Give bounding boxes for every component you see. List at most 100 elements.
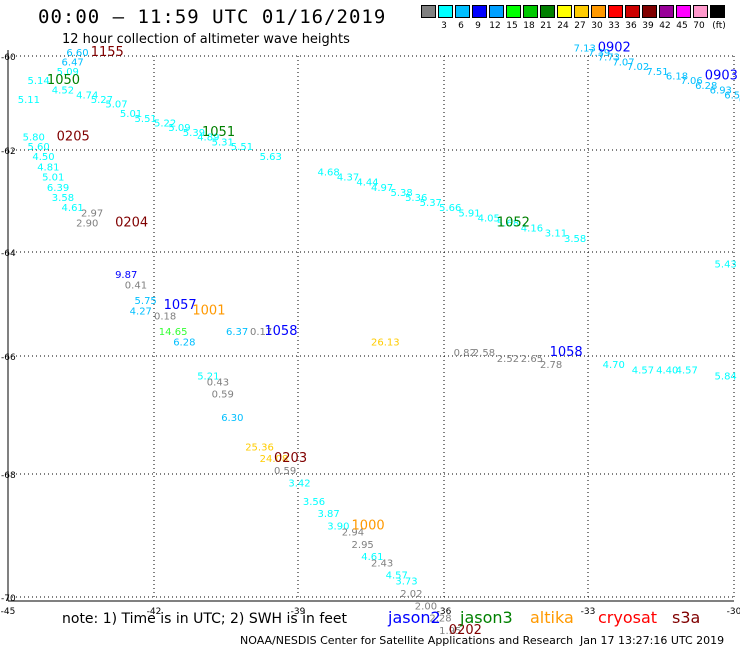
swh-value-label: 6.37: [226, 327, 248, 338]
swh-value-label: 4.44: [356, 178, 378, 189]
pass-time-label: 0902: [598, 40, 631, 55]
legend-swatch: [489, 5, 504, 18]
swh-value-label: 0.82: [454, 348, 476, 359]
swh-value-label: 5.63: [260, 152, 282, 163]
page-title: 00:00 – 11:59 UTC 01/16/2019: [38, 6, 387, 28]
swh-value-label: 24.08: [260, 454, 289, 465]
swh-value-label: 4.74: [76, 90, 98, 101]
swh-value-label: 5.51: [135, 114, 157, 125]
lat-tick-label: -68: [1, 471, 16, 481]
legend-label: 39: [642, 21, 654, 31]
footer-note: note: 1) Time is in UTC; 2) SWH is in fe…: [62, 611, 348, 627]
swh-value-label: 0.59: [274, 466, 296, 477]
legend-swatch: [676, 5, 691, 18]
satellite-jason3: jason3: [460, 608, 513, 627]
pass-time-label: 1155: [91, 45, 124, 60]
lat-tick-label: -64: [1, 249, 16, 259]
swh-value-label: 4.16: [521, 224, 543, 235]
swh-value-label: 0.59: [212, 389, 234, 400]
swh-value-label: 5.01: [120, 109, 142, 120]
swh-value-label: 4.97: [371, 183, 393, 194]
pass-time-label: 0204: [115, 216, 148, 231]
swh-value-label: 2.52: [497, 354, 519, 365]
legend-label: 27: [574, 21, 586, 31]
swh-value-label: 2.94: [342, 528, 364, 539]
legend-swatch: [506, 5, 521, 18]
swh-value-label: 4.37: [337, 173, 359, 184]
swh-value-label: 5.37: [420, 198, 442, 209]
swh-value-label: 0.17: [250, 327, 272, 338]
pass-time-label: 1051: [202, 125, 235, 140]
swh-value-label: 4.27: [130, 306, 152, 317]
swh-value-label: 4.05: [478, 213, 500, 224]
swh-value-label: 4.40: [656, 366, 678, 377]
swh-value-label: 6.60: [66, 48, 88, 59]
swh-value-label: 4.57: [632, 366, 654, 377]
swh-value-label: 7.73: [598, 53, 620, 64]
swh-value-label: 3.87: [317, 509, 339, 520]
swh-value-label: 5.09: [168, 123, 190, 134]
swh-value-label: 3.42: [288, 478, 310, 489]
swh-value-label: 5.51: [231, 142, 253, 153]
swh-value-label: 6.30: [221, 413, 243, 424]
legend-label: 45: [676, 21, 688, 31]
swh-value-label: 4.89: [197, 133, 219, 144]
swh-value-label: 7.07: [612, 57, 634, 68]
swh-value-label: 0.43: [207, 378, 229, 389]
pass-time-label: 0903: [705, 69, 738, 84]
pass-time-label: 1050: [47, 73, 80, 88]
swh-value-label: 7.06: [680, 76, 702, 87]
swh-value-label: 6.39: [47, 183, 69, 194]
swh-value-label: 0.18: [154, 312, 176, 323]
pass-time-label: 1057: [164, 298, 197, 313]
legend-label: 21: [540, 21, 552, 31]
legend-swatch: [608, 5, 623, 18]
swh-value-label: 7.39: [588, 48, 610, 59]
swh-value-label: 5.38: [390, 188, 412, 199]
swh-value-label: 5.27: [91, 95, 113, 106]
swh-value-label: 2.02: [400, 589, 422, 600]
lat-tick-label: -60: [1, 53, 16, 63]
pass-time-label: 1052: [497, 216, 530, 231]
swh-value-label: 0.41: [125, 280, 147, 291]
swh-value-label: 7.13: [574, 43, 596, 54]
page-subtitle: 12 hour collection of altimeter wave hei…: [62, 32, 350, 47]
legend-swatch: [625, 5, 640, 18]
legend-label: 24: [557, 21, 569, 31]
lon-tick-label: -33: [581, 607, 596, 617]
legend-label: 18: [523, 21, 535, 31]
pass-time-label: 1000: [352, 518, 385, 533]
swh-value-label: 5.84: [715, 372, 737, 383]
swh-value-label: 5.66: [439, 203, 461, 214]
pass-time-label: 1058: [264, 324, 297, 339]
swh-value-label: 4.68: [317, 168, 339, 179]
swh-value-label: 26.13: [371, 338, 400, 349]
swh-value-label: 4.81: [37, 162, 59, 173]
swh-value-label: 4.52: [52, 86, 74, 97]
legend-swatch: [540, 5, 555, 18]
swh-value-label: 1.95: [439, 626, 461, 637]
swh-value-label: 2.58: [473, 348, 495, 359]
swh-value-label: 5.91: [458, 208, 480, 219]
legend-label: 9: [475, 21, 481, 31]
swh-value-label: 5.36: [405, 193, 427, 204]
swh-value-label: 5.14: [27, 76, 49, 87]
swh-value-label: 5.22: [154, 119, 176, 130]
generation-timestamp: Jan 17 13:27:16 UTC 2019: [580, 634, 725, 647]
swh-value-label: 5.21: [197, 372, 219, 383]
legend-label: 33: [608, 21, 620, 31]
swh-value-label: 2.95: [352, 540, 374, 551]
satellite-altika: altika: [530, 608, 574, 627]
legend-swatch: [693, 5, 708, 18]
swh-value-label: 5.43: [715, 260, 737, 271]
swh-value-label: 4.70: [603, 360, 625, 371]
legend-label: 70: [693, 21, 705, 31]
satellite-s3a: s3a: [672, 608, 701, 627]
legend-swatch: [472, 5, 487, 18]
swh-value-label: 2.43: [371, 558, 393, 569]
legend-swatch: [421, 5, 436, 18]
legend-swatch: [455, 5, 470, 18]
swh-value-label: 25.36: [245, 442, 274, 453]
swh-value-label: 4.57: [386, 571, 408, 582]
swh-value-label: 9.87: [115, 270, 137, 281]
